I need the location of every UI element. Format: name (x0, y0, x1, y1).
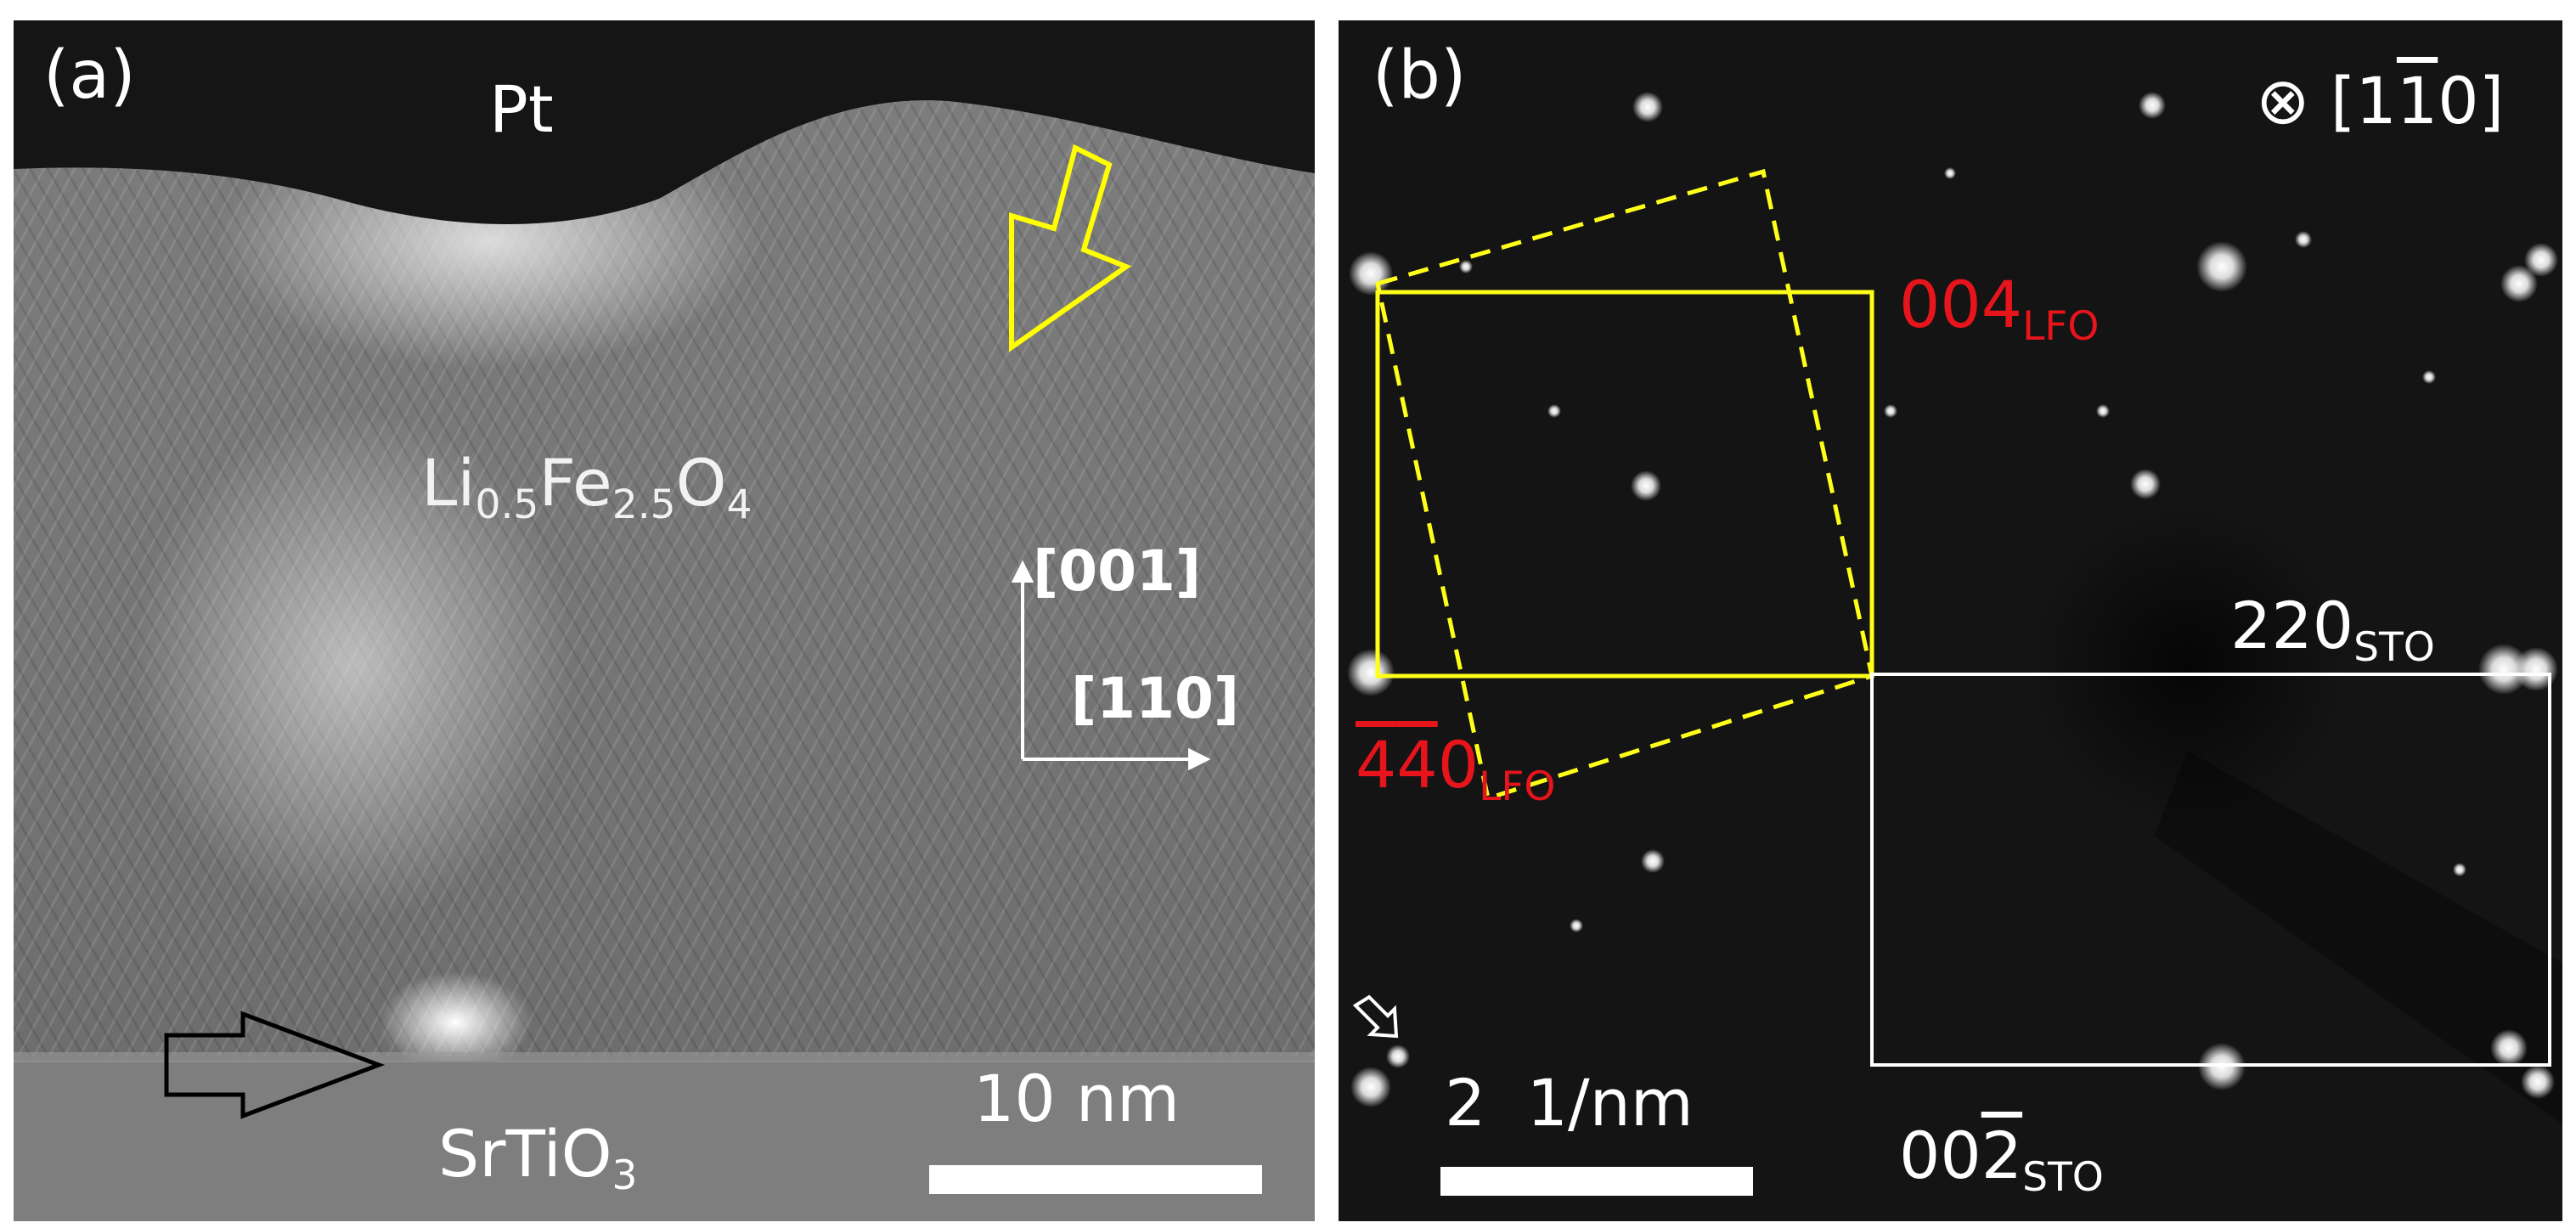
panel-b-label: (b) (1373, 37, 1467, 114)
film-composition-label: Li0.5Fe2.5O4 (421, 445, 753, 529)
axis-001-label: [001] (1033, 538, 1202, 604)
pt-layer-label: Pt (489, 71, 554, 147)
spot-arrow-white (1352, 994, 1399, 1039)
panel-a-label: (a) (43, 37, 136, 114)
interface-arrow-black (164, 1011, 386, 1119)
reflection-220-sto: 220STO (2230, 588, 2435, 672)
diffraction-pattern-image (1339, 20, 2562, 1221)
defect-arrow-yellow (1009, 144, 1132, 352)
reflection-002-sto: 002STO (1899, 1118, 2104, 1202)
orientation-axes (1011, 560, 1211, 771)
panel-a-haadf-image: (a) Pt Li0.5Fe2.5O4 [001] [110] SrTiO3 1… (14, 20, 1315, 1221)
scale-bar-label-b: 2 1/nm (1445, 1065, 1694, 1141)
reflection-004-lfo: 004LFO (1899, 267, 2100, 351)
zone-axis-label: ⊗ [110] (2256, 63, 2505, 138)
axis-110-label: [110] (1071, 666, 1240, 731)
substrate-label: SrTiO3 (438, 1116, 638, 1200)
scale-bar-b (1440, 1167, 1753, 1196)
panel-b-diffraction-pattern: (b) ⊗ [110] 004LFO 440LFO 220STO 002STO … (1339, 20, 2562, 1221)
sto-unit-cell (1870, 673, 2551, 1067)
haadf-micrograph (14, 20, 1315, 1221)
scale-bar-a (929, 1165, 1262, 1194)
reflection-440-lfo: 440LFO (1356, 727, 1556, 811)
scale-bar-label-a: 10 nm (973, 1061, 1181, 1136)
lfo-unit-cell-solid (1375, 290, 1874, 679)
